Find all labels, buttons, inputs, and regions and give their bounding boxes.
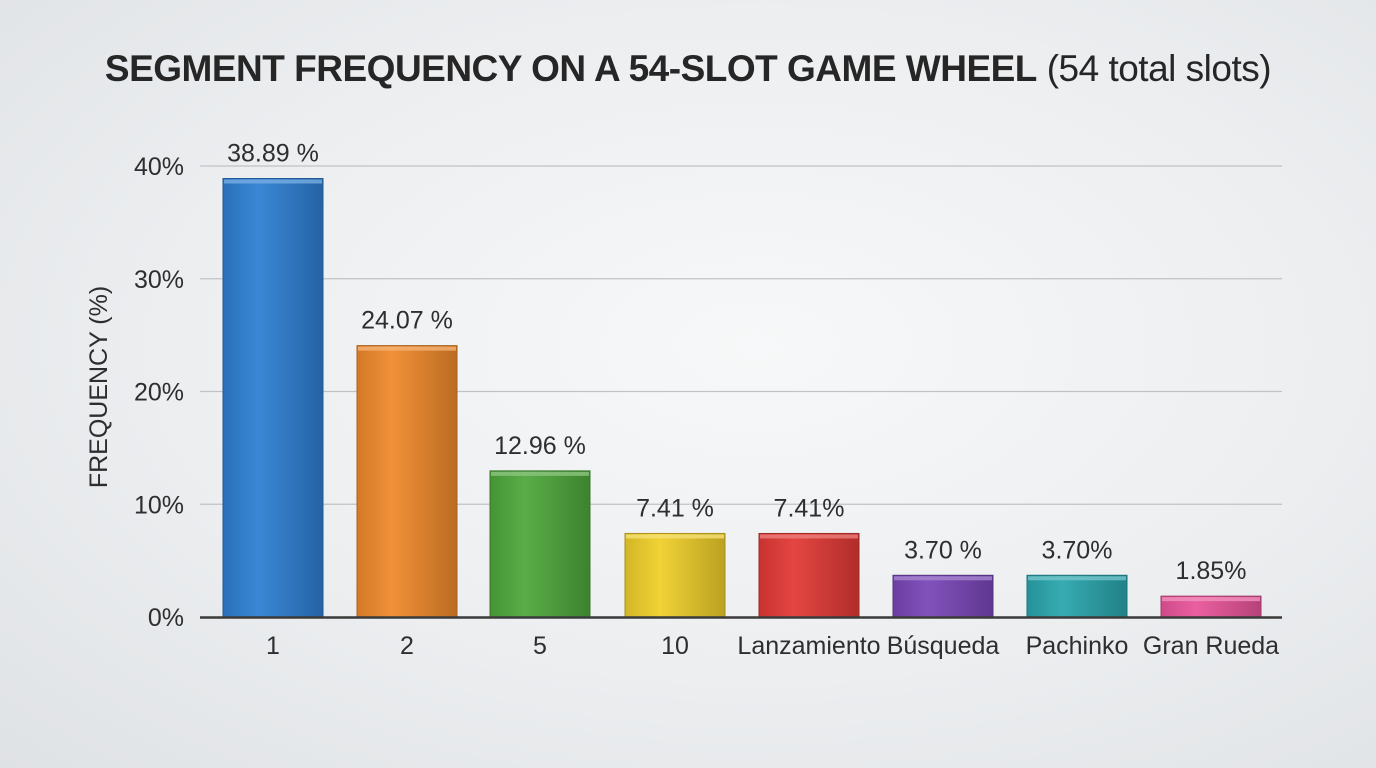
x-category-label: 5 — [533, 632, 547, 660]
data-label: 12.96 % — [494, 432, 586, 460]
x-category-label: Lanzamiento — [737, 632, 880, 660]
x-category-label: 2 — [400, 632, 414, 660]
data-labels: 38.89 % 24.07 % 12.96 % 7.41 % 7.41% 3.70 % 3.… — [227, 140, 1246, 586]
y-tick-label: 30% — [134, 266, 184, 294]
data-label: 38.89 % — [227, 140, 319, 168]
bar-highlight — [491, 471, 589, 476]
bar-5 — [489, 470, 591, 618]
x-category-label: 10 — [661, 632, 689, 660]
data-label: 3.70% — [1042, 536, 1113, 564]
bar-10 — [624, 532, 726, 618]
bar-2 — [356, 345, 458, 618]
bar-highlight — [760, 534, 858, 539]
bar-pachinko — [1026, 574, 1128, 618]
data-label: 3.70 % — [904, 536, 982, 564]
bar-highlight — [224, 179, 322, 184]
x-category-label: Pachinko — [1026, 632, 1129, 660]
y-tick-label: 10% — [134, 491, 184, 519]
bars — [222, 178, 1262, 618]
bar-1 — [222, 178, 324, 618]
bar-b-squeda — [892, 574, 994, 618]
x-category-label: 1 — [266, 632, 280, 660]
x-axis-categories: 1 2 5 10 Lanzamiento Búsqueda Pachinko Gran Rue… — [266, 632, 1279, 660]
chart-title: SEGMENT FREQUENCY ON A 54-SLOT GAME WHEE… — [0, 48, 1376, 90]
y-tick-label: 20% — [134, 379, 184, 407]
bar-highlight — [626, 534, 724, 539]
bar-highlight — [1028, 576, 1126, 581]
bar-lanzamiento — [758, 532, 860, 618]
x-category-label: Búsqueda — [887, 632, 1000, 660]
data-label: 7.41% — [774, 494, 845, 522]
bar-highlight — [358, 346, 456, 351]
y-axis-title: FREQUENCY (%) — [85, 286, 113, 488]
x-category-label: Gran Rueda — [1143, 632, 1279, 660]
bar-highlight — [894, 576, 992, 581]
y-tick-label: 0% — [148, 604, 184, 632]
chart-title-subtitle: (54 total slots) — [1046, 48, 1272, 89]
chart-title-main: SEGMENT FREQUENCY ON A 54-SLOT GAME WHEE… — [104, 48, 1037, 89]
bar-highlight — [1162, 597, 1260, 602]
y-axis-ticks: 0% 10% 20% 30% 40% — [134, 153, 184, 632]
data-label: 24.07 % — [361, 307, 453, 335]
y-tick-label: 40% — [134, 153, 184, 181]
data-label: 7.41 % — [636, 494, 714, 522]
data-label: 1.85% — [1176, 557, 1247, 585]
